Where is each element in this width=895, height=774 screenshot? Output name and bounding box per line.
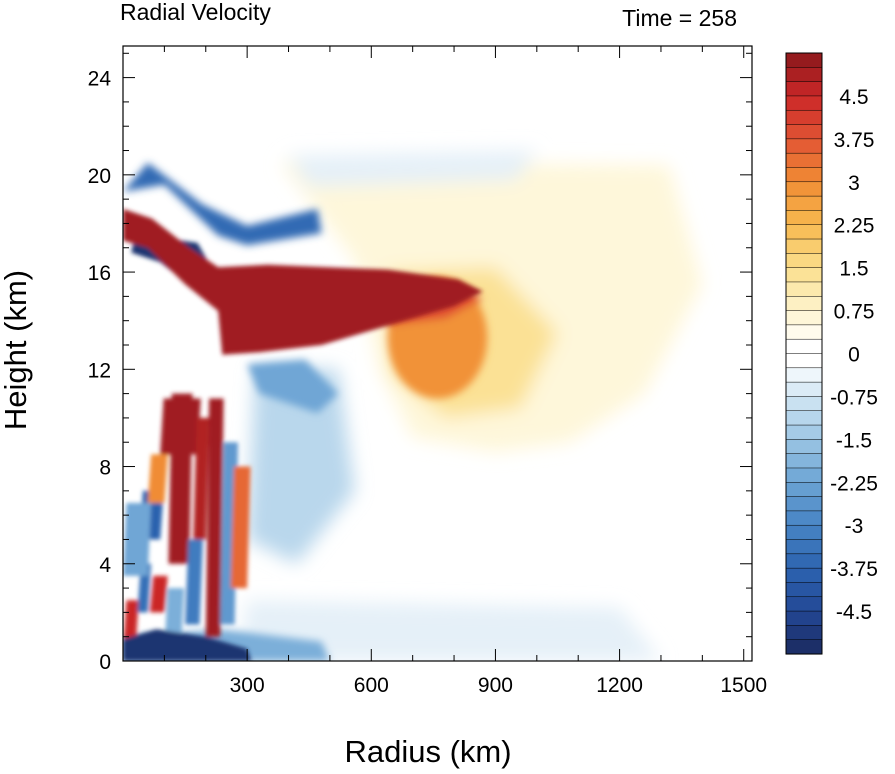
- colorbar: 4.5 3.75 3 2.25 1.5 0.75 0 -0.75 -1.5 -2.25 -3 -3.7…: [785, 52, 878, 655]
- colorbar-swatch: [785, 281, 823, 297]
- colorbar-swatch: [785, 582, 823, 598]
- colorbar-swatch: [785, 567, 823, 584]
- colorbar-tick-label: 4.5: [839, 86, 868, 109]
- y-tick-label: 0: [99, 651, 111, 674]
- colorbar-swatch: [785, 224, 823, 240]
- colorbar-swatch: [785, 639, 823, 655]
- x-tick-label: 1500: [720, 674, 767, 697]
- x-tick-label: 600: [354, 674, 389, 697]
- colorbar-swatch: [785, 353, 823, 369]
- colorbar-swatch: [785, 496, 823, 512]
- colorbar-swatch: [785, 195, 823, 211]
- outflow-jet-core: [123, 208, 483, 355]
- colorbar-swatch: [785, 625, 823, 641]
- eyewall-band-9: [123, 503, 152, 576]
- eyewall-band-11: [147, 454, 168, 503]
- colorbar-swatch: [785, 338, 823, 355]
- colorbar-swatch: [785, 181, 823, 197]
- colorbar-tick-label: -1.5: [836, 429, 872, 452]
- y-tick-label: 16: [88, 262, 111, 285]
- x-tick-label: 1200: [596, 674, 643, 697]
- eyewall-band-6: [193, 417, 210, 540]
- colorbar-tick-label: 1.5: [839, 258, 868, 281]
- colorbar-swatch: [785, 124, 823, 140]
- colorbar-swatch: [785, 453, 823, 469]
- chart-title: Radial Velocity: [120, 0, 271, 25]
- upper-weak-inflow: [288, 150, 537, 187]
- colorbar-swatch: [785, 138, 823, 154]
- y-tick-label: 24: [88, 68, 112, 91]
- colorbar-tick-label: -0.75: [830, 386, 878, 409]
- colorbar-swatch: [785, 410, 823, 426]
- colorbar-swatch: [785, 367, 823, 383]
- colorbar-swatch: [785, 610, 823, 626]
- x-tick-label: 300: [230, 674, 265, 697]
- near-surface-weak-inflow: [238, 600, 661, 661]
- colorbar-swatch: [785, 67, 823, 83]
- colorbar-swatch: [785, 510, 823, 526]
- colorbar-swatch: [785, 381, 823, 397]
- colorbar-swatch: [785, 553, 823, 569]
- sharp-field-layer: [123, 208, 483, 661]
- eyewall-band-1: [137, 563, 152, 613]
- colorbar-swatch: [785, 81, 823, 97]
- colorbar-tick-label: -3: [845, 515, 864, 538]
- colorbar-tick-label: -4.5: [836, 601, 872, 624]
- x-tick-label: 900: [478, 674, 513, 697]
- colorbar-tick-label: -3.75: [830, 558, 878, 581]
- colorbar-swatch: [785, 524, 823, 541]
- colorbar-swatch: [785, 439, 823, 455]
- time-label: Time = 258: [622, 5, 737, 31]
- colorbar-swatch: [785, 424, 823, 440]
- y-tick-label: 4: [99, 554, 111, 577]
- colorbar-swatch: [785, 467, 823, 483]
- colorbar-swatch: [785, 324, 823, 340]
- colorbar-swatch: [785, 95, 823, 111]
- colorbar-tick-label: -2.25: [830, 472, 878, 495]
- colorbar-swatch: [785, 482, 823, 498]
- colorbar-swatch: [785, 109, 823, 126]
- sub-outflow-inflow: [247, 359, 339, 414]
- velocity-field: [123, 150, 703, 661]
- eyewall-band-2: [149, 575, 168, 613]
- colorbar-tick-label: 3.75: [834, 129, 875, 152]
- y-tick-label: 20: [88, 165, 111, 188]
- colorbar-swatch: [785, 267, 823, 283]
- colorbar-swatch: [785, 210, 823, 226]
- colorbar-swatch: [785, 167, 823, 183]
- colorbar-tick-label: 0: [848, 344, 860, 367]
- colorbar-frame: [785, 52, 823, 655]
- y-tick-label: 8: [99, 457, 111, 480]
- plot-frame: [122, 45, 753, 662]
- colorbar-swatch: [785, 238, 823, 254]
- y-tick-label: 12: [88, 359, 111, 382]
- colorbar-swatch: [785, 152, 823, 169]
- x-axis-label: Radius (km): [344, 734, 511, 769]
- colorbar-swatch: [785, 296, 823, 312]
- colorbar-tick-label: 2.25: [834, 215, 875, 238]
- colorbar-tick-label: 3: [848, 172, 860, 195]
- y-axis: 0 4 8 12 16 20 24: [88, 52, 752, 674]
- mid-level-inflow: [247, 369, 355, 564]
- eyewall-band-12: [185, 539, 203, 625]
- colorbar-swatch: [785, 596, 823, 612]
- y-axis-label: Height (km): [0, 270, 33, 430]
- colorbar-swatch: [785, 52, 823, 68]
- eyewall-band-5: [168, 393, 193, 564]
- upper-inflow-band: [123, 162, 322, 246]
- colorbar-tick-label: 0.75: [834, 301, 875, 324]
- colorbar-swatch: [785, 539, 823, 555]
- eyewall-band-7: [205, 398, 224, 637]
- colorbar-swatch: [785, 310, 823, 326]
- surface-inflow-core: [123, 629, 252, 661]
- colorbar-swatch: [785, 396, 823, 412]
- x-axis: 300 600 900 1200 1500: [163, 46, 767, 697]
- eyewall-band-13: [230, 466, 251, 589]
- colorbar-swatch: [785, 253, 823, 269]
